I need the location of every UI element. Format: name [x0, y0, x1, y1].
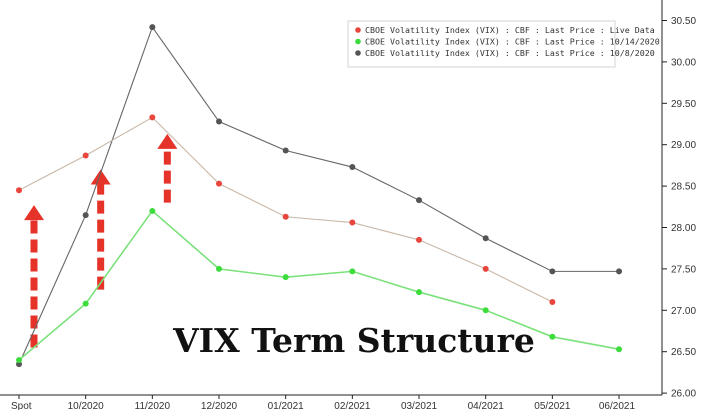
y-axis-ticks: 26.00 26.50 27.00 27.50 28.00 28.50 29.00 29.50…	[662, 16, 696, 400]
x-tick-label: 06/2021	[599, 401, 636, 410]
series-point-1	[16, 187, 22, 194]
y-tick-label: 30.00	[671, 57, 696, 68]
series-point-2	[16, 356, 22, 363]
legend-entry: CBOE Volatility Index (VIX) : CBF : Last…	[365, 37, 660, 47]
y-tick-label: 26.50	[671, 347, 696, 358]
series-point-2	[482, 307, 489, 314]
arrow-layer	[24, 133, 178, 348]
series-point-2	[82, 300, 89, 307]
x-tick-label: 01/2021	[268, 401, 305, 410]
series-point-3	[82, 212, 89, 219]
legend: CBOE Volatility Index (VIX) : CBF : Last…	[347, 20, 660, 68]
series-point-2	[416, 289, 423, 296]
series-point-2	[282, 274, 289, 281]
x-tick-label: 10/2020	[68, 401, 105, 410]
y-tick-label: 27.00	[671, 306, 696, 317]
series-point-1	[482, 265, 489, 272]
y-tick-label: 30.50	[671, 16, 696, 27]
series-point-3	[416, 197, 423, 204]
series-point-3	[482, 235, 489, 242]
arrow-head	[90, 169, 111, 185]
chart-annotation-title: VIX Term Structure	[172, 321, 535, 360]
series-point-1	[216, 180, 223, 187]
series-point-1	[349, 219, 356, 226]
series-line-3	[18, 25, 620, 365]
series-line-2	[18, 209, 620, 361]
series-point-1	[282, 213, 289, 220]
legend-box	[347, 20, 616, 68]
series-point-3	[216, 118, 223, 125]
y-tick-label: 28.00	[671, 223, 696, 234]
x-tick-label: Spot	[11, 401, 32, 410]
series-points	[16, 24, 623, 368]
x-tick-label: 11/2020	[135, 401, 171, 410]
x-tick-label: 05/2021	[534, 401, 571, 410]
x-tick-label: 12/2020	[201, 401, 238, 410]
legend-entry: CBOE Volatility Index (VIX) : CBF : Last…	[365, 48, 655, 58]
series-point-3	[282, 147, 289, 154]
arrow-head	[157, 133, 178, 149]
arrow-head	[24, 205, 44, 221]
series-point-1	[149, 114, 156, 121]
legend-marker	[355, 38, 361, 45]
series-point-1	[549, 299, 556, 306]
y-tick-label: 29.00	[671, 140, 696, 151]
series-point-2	[549, 333, 556, 340]
y-tick-label: 28.50	[671, 182, 696, 193]
x-tick-label: 02/2021	[334, 401, 371, 410]
series-point-3	[349, 164, 356, 171]
x-tick-label: 03/2021	[401, 401, 438, 410]
x-tick-label: 04/2021	[468, 401, 505, 410]
series-point-1	[82, 152, 89, 159]
series-point-3	[16, 361, 22, 368]
series-point-2	[349, 268, 356, 275]
series-point-3	[149, 24, 156, 31]
series-lines	[18, 25, 620, 365]
series-point-2	[216, 265, 223, 272]
legend-marker	[355, 27, 361, 33]
y-tick-label: 27.50	[671, 264, 696, 275]
x-axis-ticks: Spot 10/2020 11/2020 12/2020 01/2021 02/2021 0…	[11, 395, 635, 410]
y-tick-label: 26.00	[671, 389, 696, 400]
series-point-3	[616, 268, 623, 275]
series-point-3	[549, 268, 556, 275]
legend-entry: CBOE Volatility Index (VIX) : CBF : Last…	[365, 25, 655, 35]
legend-marker	[355, 50, 361, 56]
series-point-1	[416, 236, 423, 243]
series-point-2	[149, 207, 156, 214]
y-tick-label: 29.50	[671, 99, 696, 110]
series-point-2	[616, 346, 623, 353]
